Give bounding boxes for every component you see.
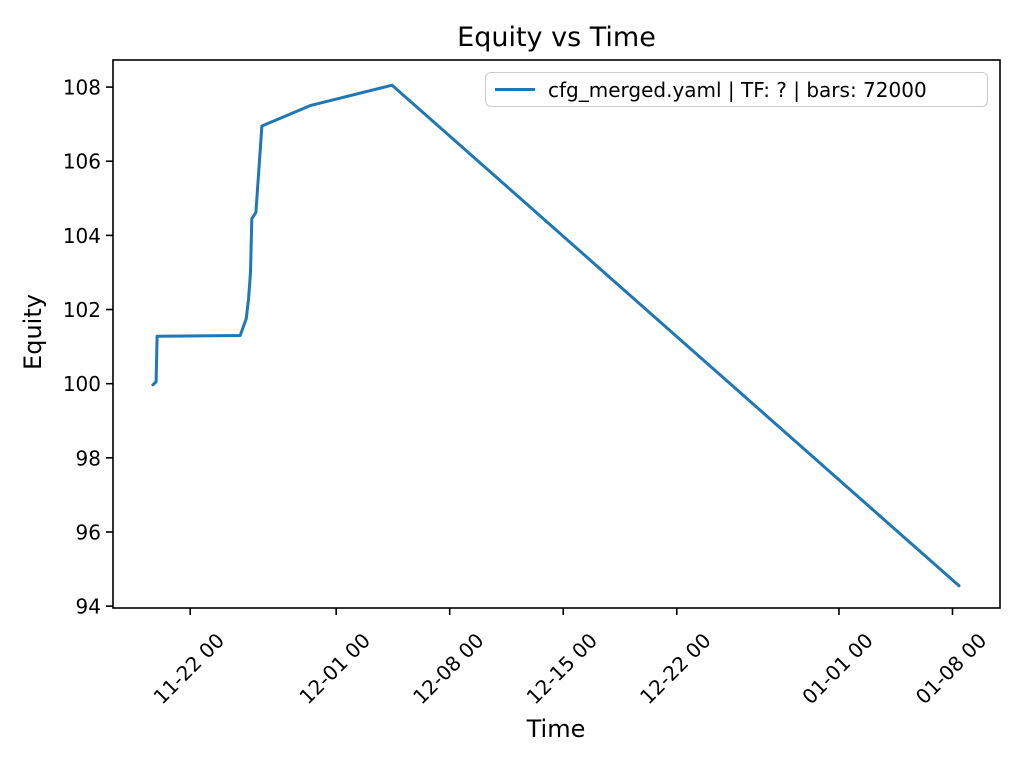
x-tick-label: 12-08 00 (408, 628, 489, 709)
chart-title: Equity vs Time (457, 22, 656, 53)
y-axis-label: Equity (19, 294, 47, 370)
x-tick-label: 01-01 00 (797, 628, 878, 709)
legend-entry-label: cfg_merged.yaml | TF: ? | bars: 72000 (548, 77, 927, 102)
y-tick-label: 102 (63, 298, 101, 322)
y-tick-label: 104 (63, 224, 101, 248)
y-tick-label: 96 (76, 520, 101, 544)
y-tick-label: 100 (63, 372, 101, 396)
x-tick-label: 12-22 00 (635, 628, 716, 709)
y-tick-label: 106 (63, 150, 101, 174)
x-tick-label: 12-15 00 (522, 628, 603, 709)
x-tick-label: 12-01 00 (294, 628, 375, 709)
y-tick-label: 108 (63, 76, 101, 100)
y-tick-label: 98 (76, 446, 101, 470)
x-tick-label: 11-22 00 (149, 628, 230, 709)
legend-box: cfg_merged.yaml | TF: ? | bars: 72000 (485, 72, 988, 107)
legend-line-sample (495, 88, 535, 91)
x-axis-label: Time (526, 715, 586, 743)
x-tick-label: 01-08 00 (911, 628, 992, 709)
equity-line-series (151, 83, 961, 588)
y-tick-label: 94 (76, 595, 101, 619)
plot-border (112, 59, 1001, 609)
